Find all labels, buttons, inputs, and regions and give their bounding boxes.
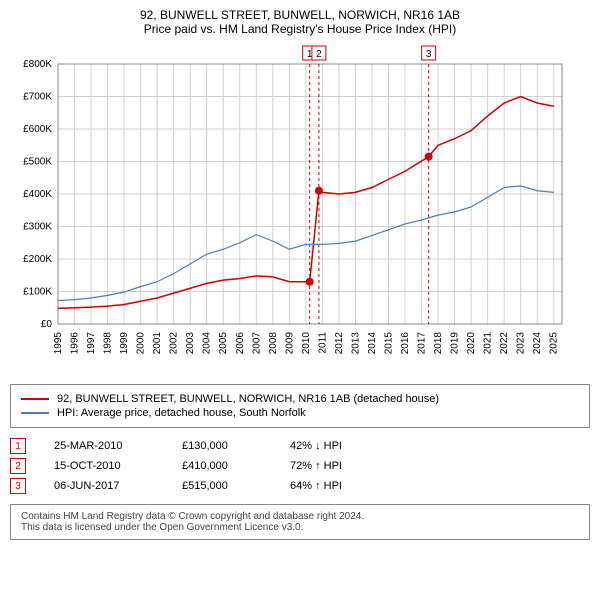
svg-text:1997: 1997 <box>86 332 97 355</box>
svg-text:3: 3 <box>426 49 432 60</box>
svg-text:2017: 2017 <box>417 332 428 355</box>
svg-text:£200K: £200K <box>23 254 52 265</box>
event-delta: 42% ↓ HPI <box>290 440 342 452</box>
legend-row: 92, BUNWELL STREET, BUNWELL, NORWICH, NR… <box>21 393 579 405</box>
chart-title: 92, BUNWELL STREET, BUNWELL, NORWICH, NR… <box>10 8 590 22</box>
svg-text:2010: 2010 <box>301 332 312 355</box>
svg-text:£400K: £400K <box>23 189 52 200</box>
footer-line: This data is licensed under the Open Gov… <box>21 522 579 533</box>
svg-text:1999: 1999 <box>119 332 130 355</box>
legend-label: 92, BUNWELL STREET, BUNWELL, NORWICH, NR… <box>57 393 439 405</box>
svg-text:2014: 2014 <box>367 332 378 355</box>
svg-text:2007: 2007 <box>251 332 262 355</box>
svg-text:£0: £0 <box>41 319 53 330</box>
svg-text:2020: 2020 <box>466 332 477 355</box>
svg-text:2025: 2025 <box>549 332 560 355</box>
svg-text:2002: 2002 <box>169 332 180 355</box>
event-price: £130,000 <box>182 440 262 452</box>
event-marker: 1 <box>10 438 26 454</box>
svg-text:2013: 2013 <box>350 332 361 355</box>
svg-text:1995: 1995 <box>53 332 64 355</box>
legend-swatch <box>21 412 49 414</box>
svg-text:2000: 2000 <box>136 332 147 355</box>
svg-text:2024: 2024 <box>532 332 543 355</box>
event-row: 2 15-OCT-2010 £410,000 72% ↑ HPI <box>10 458 590 474</box>
event-row: 1 25-MAR-2010 £130,000 42% ↓ HPI <box>10 438 590 454</box>
svg-text:2015: 2015 <box>383 332 394 355</box>
svg-text:£700K: £700K <box>23 92 52 103</box>
legend-row: HPI: Average price, detached house, Sout… <box>21 407 579 419</box>
legend-label: HPI: Average price, detached house, Sout… <box>57 407 306 419</box>
event-row: 3 06-JUN-2017 £515,000 64% ↑ HPI <box>10 478 590 494</box>
event-date: 15-OCT-2010 <box>54 460 154 472</box>
svg-text:2008: 2008 <box>268 332 279 355</box>
svg-text:2022: 2022 <box>499 332 510 355</box>
event-price: £515,000 <box>182 480 262 492</box>
svg-text:2019: 2019 <box>450 332 461 355</box>
svg-text:2001: 2001 <box>152 332 163 355</box>
chart-subtitle: Price paid vs. HM Land Registry's House … <box>10 22 590 36</box>
legend-swatch <box>21 398 49 400</box>
event-marker: 2 <box>10 458 26 474</box>
footer-box: Contains HM Land Registry data © Crown c… <box>10 504 590 540</box>
event-date: 25-MAR-2010 <box>54 440 154 452</box>
svg-text:2009: 2009 <box>284 332 295 355</box>
svg-text:2011: 2011 <box>317 332 328 354</box>
chart-plot: £0 £100K £200K £300K £400K £500K £600K £700K £80… <box>10 44 590 374</box>
svg-text:2018: 2018 <box>433 332 444 355</box>
svg-text:£500K: £500K <box>23 157 52 168</box>
legend-box: 92, BUNWELL STREET, BUNWELL, NORWICH, NR… <box>10 384 590 428</box>
svg-text:£300K: £300K <box>23 222 52 233</box>
svg-text:2023: 2023 <box>516 332 527 355</box>
event-marker: 3 <box>10 478 26 494</box>
events-list: 1 25-MAR-2010 £130,000 42% ↓ HPI 2 15-OC… <box>10 438 590 494</box>
event-date: 06-JUN-2017 <box>54 480 154 492</box>
line-chart-svg: £0 £100K £200K £300K £400K £500K £600K £700K £80… <box>10 44 570 374</box>
svg-text:2: 2 <box>316 49 322 60</box>
svg-text:£800K: £800K <box>23 59 52 70</box>
svg-text:2006: 2006 <box>235 332 246 355</box>
footer-line: Contains HM Land Registry data © Crown c… <box>21 511 579 522</box>
chart-container: 92, BUNWELL STREET, BUNWELL, NORWICH, NR… <box>0 0 600 548</box>
svg-text:2003: 2003 <box>185 332 196 355</box>
svg-text:1996: 1996 <box>70 332 81 355</box>
svg-text:£600K: £600K <box>23 124 52 135</box>
svg-text:2016: 2016 <box>400 332 411 355</box>
event-price: £410,000 <box>182 460 262 472</box>
svg-text:2021: 2021 <box>483 332 494 355</box>
event-delta: 72% ↑ HPI <box>290 460 342 472</box>
svg-text:2005: 2005 <box>218 332 229 355</box>
svg-text:2012: 2012 <box>334 332 345 355</box>
event-delta: 64% ↑ HPI <box>290 480 342 492</box>
svg-text:1998: 1998 <box>103 332 114 355</box>
svg-text:2004: 2004 <box>202 332 213 355</box>
svg-text:£100K: £100K <box>23 287 52 298</box>
